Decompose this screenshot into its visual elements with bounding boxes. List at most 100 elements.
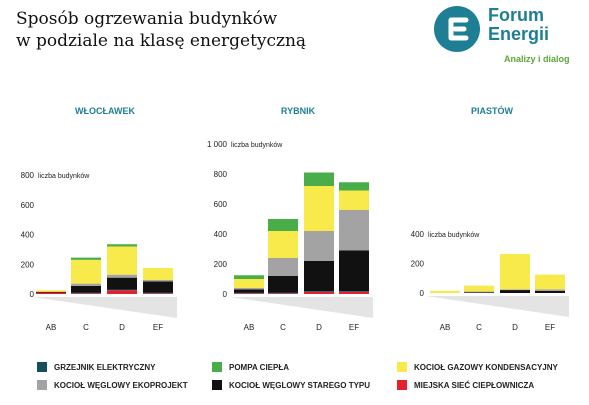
- legend-label: KOCIOŁ WĘGLOWY STAREGO TYPU: [229, 380, 371, 390]
- y-tick-label: 0: [420, 289, 425, 298]
- bar-segment: [339, 210, 369, 251]
- bar-segment: [339, 250, 369, 291]
- bar-segment: [268, 276, 298, 293]
- bar-segment: [535, 274, 565, 290]
- y-tick-label: 600: [214, 200, 228, 209]
- bar-segment: [234, 288, 264, 290]
- logo-tagline: Analizy i dialog: [504, 54, 570, 64]
- bar-segment: [535, 289, 565, 291]
- bar-segment: [107, 290, 137, 294]
- y-tick-label: 400: [411, 230, 425, 239]
- bar-segment: [234, 275, 264, 279]
- bar-segment: [304, 231, 334, 261]
- title-line-2: w podziale na klasę energetyczną: [16, 31, 307, 51]
- bar-segment: [304, 291, 334, 294]
- bar-segment: [107, 246, 137, 275]
- legend-item: KOCIOŁ GAZOWY KONDENSACYJNY: [397, 362, 558, 372]
- legend-item: KOCIOŁ WĘGLOWY EKOPROJEKT: [37, 380, 188, 390]
- legend-label: GRZEJNIK ELEKTRYCZNY: [54, 362, 156, 372]
- bar-segment: [36, 291, 66, 293]
- legend-item: KOCIOŁ WĘGLOWY STAREGO TYPU: [212, 380, 370, 390]
- x-tick-label: C: [83, 323, 89, 332]
- logo-name-line-2: Energii: [488, 24, 550, 44]
- bar-segment: [143, 268, 173, 280]
- x-tick-label: AB: [244, 323, 255, 332]
- energy-class-wedge: [32, 297, 177, 318]
- chart-3: PIASTÓW 0 200 400 liczba budynków AB C D EF: [411, 105, 569, 332]
- bar-segment: [234, 289, 264, 293]
- bar-segment: [71, 285, 101, 293]
- bar-segment: [268, 293, 298, 294]
- bar-segment: [71, 293, 101, 294]
- y-tick-label: 0: [223, 290, 228, 299]
- bar-segment: [107, 244, 137, 247]
- y-tick-label: 400: [21, 231, 35, 240]
- x-tick-label: C: [280, 323, 286, 332]
- x-tick-label: C: [476, 323, 482, 332]
- bar-segment: [71, 259, 101, 284]
- chart-1: WŁOCŁAWEK 0 200 400 600 800 liczba budynków AB C…: [21, 106, 177, 332]
- legend-swatch: [37, 362, 47, 372]
- x-tick-label: EF: [153, 323, 163, 332]
- y-tick-label: 600: [21, 201, 35, 210]
- y-tick-label: 1 000: [207, 140, 228, 149]
- bar-segment: [268, 258, 298, 276]
- x-tick-label: D: [316, 323, 322, 332]
- bar-segment: [339, 190, 369, 210]
- bar-segment: [464, 291, 494, 293]
- forum-energii-logo-icon: [434, 6, 480, 52]
- bar-segment: [464, 292, 494, 293]
- bar-segment: [268, 219, 298, 231]
- bar-segment: [71, 283, 101, 286]
- bar-segment: [500, 289, 530, 291]
- chart-title: Sposób ogrzewania budynków w podziale na…: [16, 8, 306, 52]
- bar-segment: [36, 290, 66, 292]
- logo-name: Forum Energii: [488, 6, 549, 44]
- bar-segment: [304, 172, 334, 186]
- bar-segment: [234, 292, 264, 294]
- chart-2-title: RYBNIK: [281, 106, 316, 116]
- bar-segment: [107, 274, 137, 278]
- bar-segment: [339, 291, 369, 292]
- legend-item: GRZEJNIK ELEKTRYCZNY: [37, 362, 156, 372]
- x-tick-label: AB: [46, 323, 57, 332]
- chart-2: RYBNIK 0 200 400 600 800 1 000 liczba budynków A…: [207, 106, 373, 332]
- logo-name-line-1: Forum: [488, 5, 544, 25]
- bar-segment: [464, 285, 494, 292]
- bar-segment: [71, 292, 101, 294]
- bar-segment: [143, 281, 173, 293]
- bar-segment: [304, 261, 334, 291]
- legend-label: MIEJSKA SIEĆ CIEPŁOWNICZA: [414, 380, 535, 390]
- bar-segment: [234, 293, 264, 294]
- y-tick-label: 0: [30, 290, 35, 299]
- bar-segment: [500, 290, 530, 293]
- y-tick-label: 200: [21, 260, 35, 269]
- legend-swatch: [397, 362, 407, 372]
- bar-segment: [71, 257, 101, 260]
- energy-class-wedge: [230, 297, 373, 318]
- bar-segment: [234, 279, 264, 288]
- bar-segment: [107, 277, 137, 290]
- x-tick-label: AB: [440, 323, 451, 332]
- energy-class-wedge: [426, 296, 569, 317]
- x-tick-label: EF: [349, 323, 359, 332]
- legend-item: POMPA CIEPŁA: [212, 362, 289, 372]
- bar-segment: [143, 292, 173, 294]
- legend-swatch: [212, 362, 222, 372]
- bar-segment: [339, 182, 369, 191]
- bar-segment: [339, 291, 369, 294]
- legend-item: MIEJSKA SIEĆ CIEPŁOWNICZA: [397, 380, 534, 390]
- bar-segment: [535, 290, 565, 293]
- x-tick-label: D: [119, 323, 125, 332]
- y-axis-label: liczba budynków: [38, 173, 90, 180]
- bar-segment: [268, 231, 298, 258]
- title-line-1: Sposób ogrzewania budynków: [16, 9, 278, 29]
- y-tick-label: 200: [214, 260, 228, 269]
- x-tick-label: EF: [545, 323, 555, 332]
- bar-segment: [500, 254, 530, 290]
- legend-swatch: [212, 380, 222, 390]
- y-tick-label: 800: [214, 170, 228, 179]
- chart-1-title: WŁOCŁAWEK: [75, 106, 135, 116]
- chart-3-title: PIASTÓW: [471, 105, 514, 116]
